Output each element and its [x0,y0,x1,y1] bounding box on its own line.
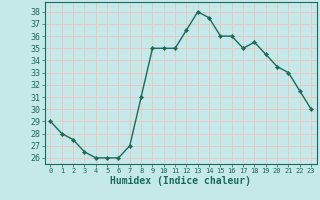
X-axis label: Humidex (Indice chaleur): Humidex (Indice chaleur) [110,176,251,186]
